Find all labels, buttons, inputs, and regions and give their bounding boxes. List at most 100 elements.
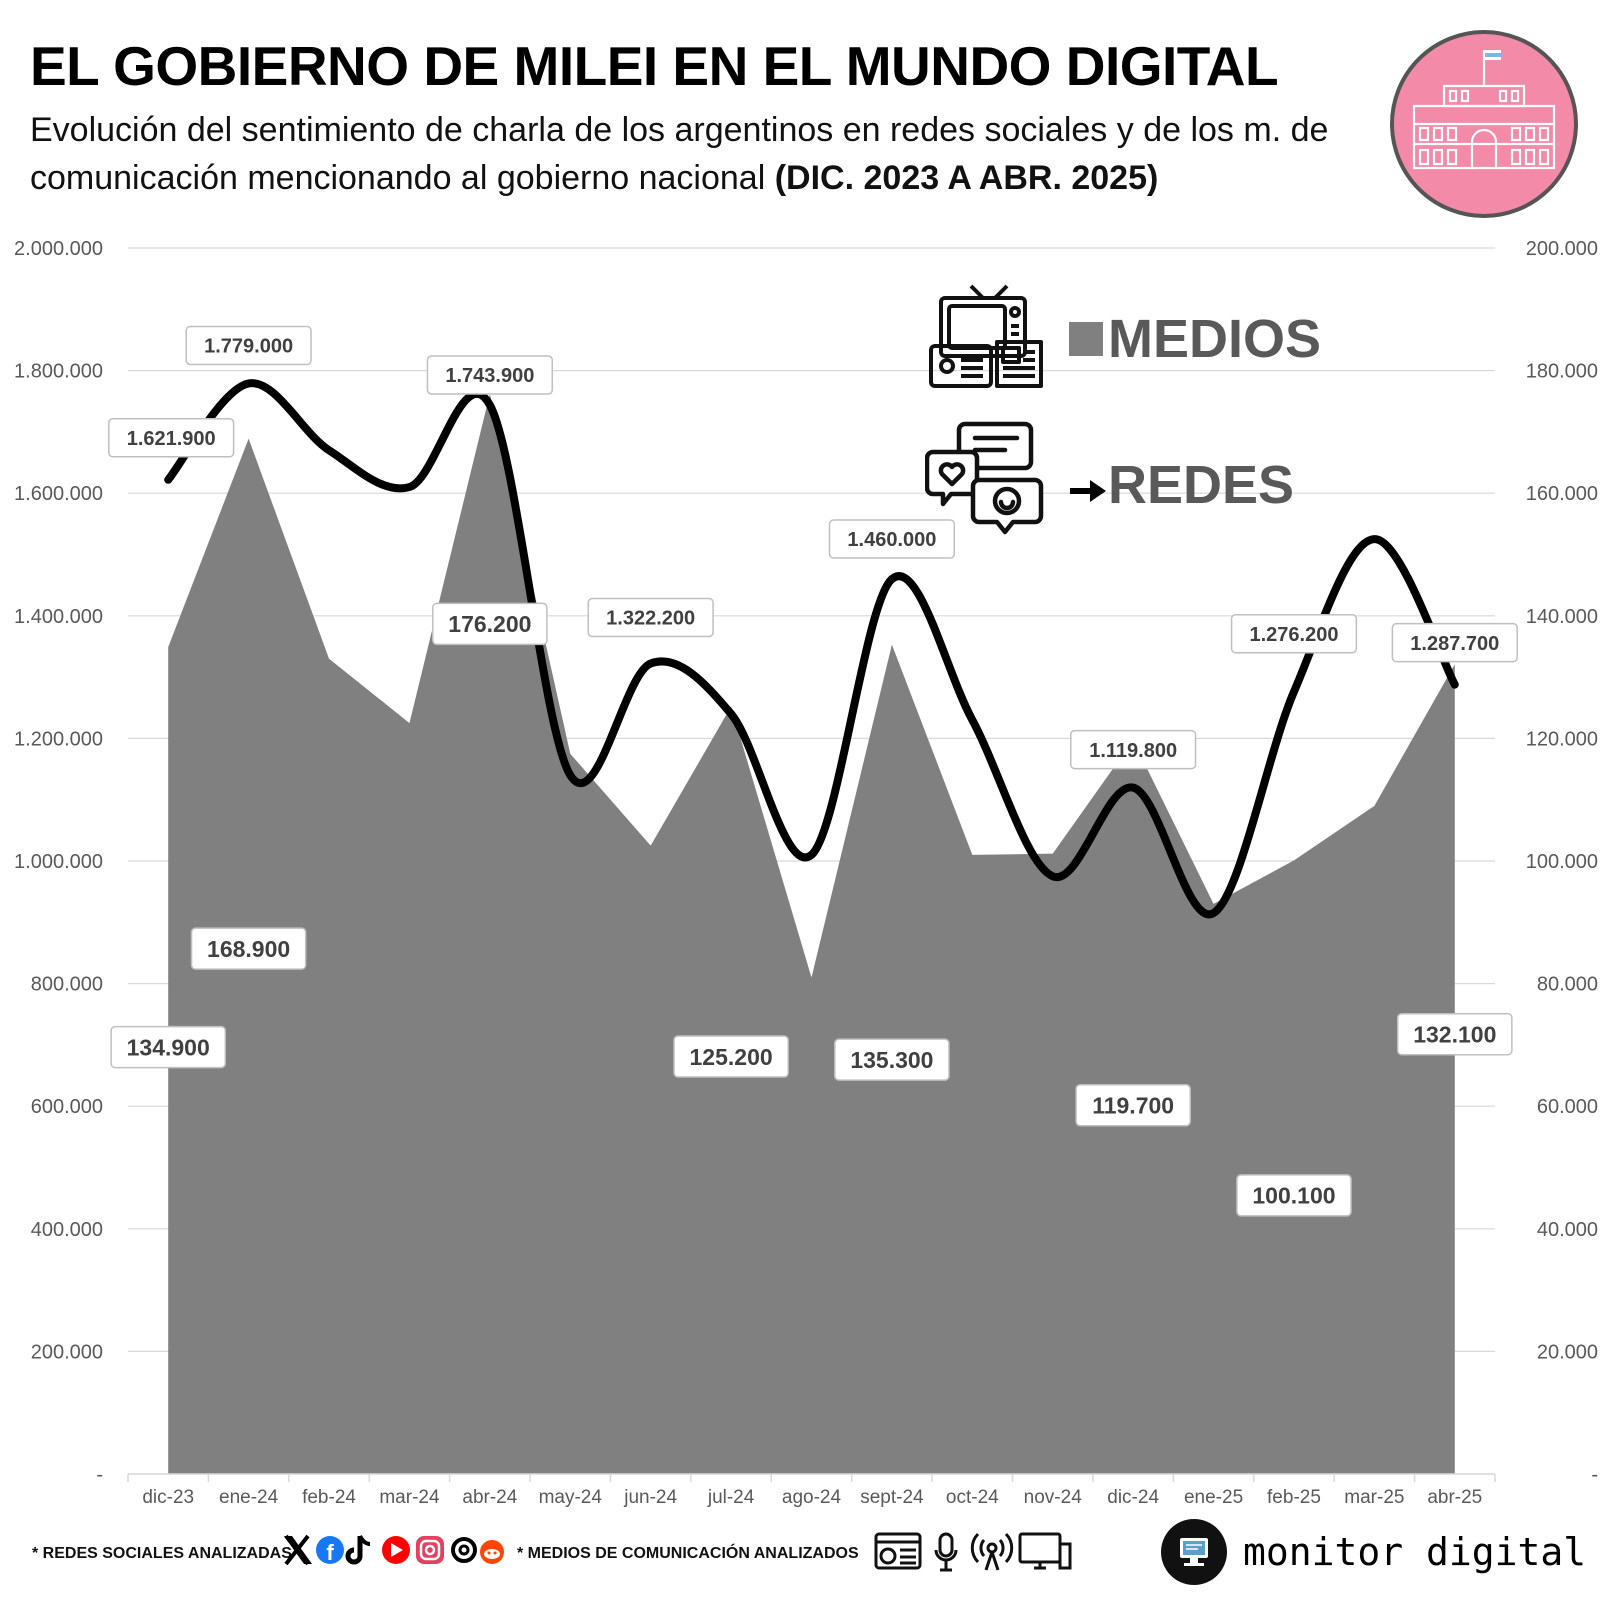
medios-data-label-text: 125.200 [690, 1044, 773, 1070]
medios-data-label-text: 176.200 [448, 611, 531, 637]
medios-data-label-text: 119.700 [1092, 1093, 1174, 1119]
medios-data-label-text: 168.900 [207, 936, 290, 962]
media-types-icons [874, 1532, 1072, 1572]
redes-data-label-text: 1.621.900 [127, 428, 216, 450]
redes-data-label: 1.119.800 [1069, 729, 1197, 770]
right-axis-tick-label: 40.000 [1537, 1219, 1598, 1241]
microphone-icon [934, 1532, 958, 1572]
medios-data-label-box [432, 602, 548, 646]
redes-data-label: 1.460.000 [828, 519, 956, 559]
chart-subtitle: Evolución del sentimiento de charla de l… [30, 106, 1340, 202]
redes-data-label-text: 1.287.700 [1410, 633, 1499, 655]
redes-data-label-text: 1.460.000 [847, 529, 936, 551]
redes-data-label-box [1230, 613, 1358, 654]
instagram-icon [416, 1536, 444, 1564]
subtitle-date-range: (DIC. 2023 A ABR. 2025) [774, 159, 1159, 197]
redes-data-label-text: 1.276.200 [1249, 624, 1338, 646]
web-news-icon [874, 1532, 922, 1570]
x-axis-tick-label: ene-24 [219, 1487, 279, 1508]
right-axis-tick-label: 60.000 [1537, 1096, 1598, 1118]
tv-monitor-icon [1018, 1532, 1072, 1570]
facebook-icon: f [316, 1536, 344, 1565]
redes-line [164, 379, 1459, 919]
redes-data-label-box [828, 519, 956, 559]
social-networks-icons: f [284, 1534, 504, 1566]
redes-legend-label: REDES [1108, 455, 1295, 515]
medios-data-label: 125.200 [673, 1035, 789, 1078]
left-axis-tick-label: 1.600.000 [14, 483, 103, 505]
left-axis-tick-label: - [96, 1464, 103, 1486]
reddit-icon [480, 1540, 504, 1564]
left-axis-tick-label: 1.800.000 [14, 361, 103, 383]
brand-name: monitor digital [1243, 1530, 1587, 1574]
redes-data-label: 1.322.200 [587, 597, 714, 638]
right-axis-tick-label: 140.000 [1526, 606, 1598, 628]
medios-data-label: 119.700 [1075, 1083, 1191, 1127]
redes-data-label-text: 1.743.900 [445, 365, 534, 387]
medios-data-label: 176.200 [432, 602, 548, 646]
x-axis-tick-label: abr-25 [1427, 1487, 1482, 1508]
medios-area [168, 393, 1455, 1474]
chart-title: EL GOBIERNO DE MILEI EN EL MUNDO DIGITAL [30, 35, 1279, 97]
monitor-digital-logo-icon [1161, 1519, 1227, 1585]
medios-data-label: 132.100 [1396, 1012, 1513, 1056]
right-axis-tick-label: 120.000 [1526, 728, 1598, 750]
right-axis-tick-label: 200.000 [1526, 238, 1598, 260]
x-axis-tick-label: feb-25 [1267, 1487, 1321, 1508]
redes-data-label-box [185, 325, 312, 366]
medios-data-label-box [110, 1025, 227, 1069]
redes-legend-line-marker [1070, 480, 1106, 502]
x-axis-tick-label: jul-24 [707, 1487, 755, 1508]
redes-data-label-box [1069, 729, 1197, 770]
redes-data-label: 1.621.900 [108, 418, 235, 458]
medios-data-label: 100.100 [1236, 1174, 1352, 1217]
medios-data-label-box [1075, 1083, 1191, 1127]
left-axis-tick-label: 1.400.000 [14, 606, 103, 628]
left-axis-tick-label: 400.000 [31, 1219, 103, 1241]
right-axis-tick-label: 20.000 [1537, 1341, 1598, 1363]
right-axis-tick-label: 160.000 [1526, 483, 1598, 505]
x-axis-tick-label: oct-24 [946, 1487, 999, 1508]
medios-data-label: 168.900 [190, 927, 307, 970]
redes-data-label-box [1391, 622, 1518, 663]
medios-analizados-note: * MEDIOS DE COMUNICACIÓN ANALIZADOS [517, 1545, 859, 1562]
redes-data-label-text: 1.322.200 [606, 608, 695, 630]
medios-data-label: 135.300 [834, 1038, 950, 1081]
casa-rosada-badge-icon [1390, 30, 1578, 218]
left-axis-tick-label: 600.000 [31, 1096, 103, 1118]
x-axis-tick-label: abr-24 [462, 1487, 517, 1508]
youtube-icon [382, 1536, 410, 1564]
x-axis-tick-label: mar-24 [379, 1487, 440, 1508]
redes-data-label: 1.743.900 [426, 355, 554, 395]
medios-data-label-text: 134.900 [127, 1034, 210, 1060]
redes-data-label: 1.276.200 [1230, 613, 1358, 654]
medios-legend-swatch [1069, 322, 1103, 356]
x-axis-tick-label: feb-24 [302, 1487, 356, 1508]
right-axis-tick-label: 100.000 [1526, 851, 1598, 873]
x-axis-tick-label: dic-23 [142, 1487, 194, 1508]
x-axis-tick-label: nov-24 [1024, 1487, 1083, 1508]
medios-data-label-box [1396, 1012, 1513, 1056]
medios-data-label-text: 135.300 [850, 1047, 933, 1073]
x-axis-tick-label: sept-24 [860, 1487, 924, 1508]
medios-data-label-text: 132.100 [1413, 1022, 1496, 1048]
x-axis-tick-label: mar-25 [1344, 1487, 1404, 1508]
medios-data-label-box [673, 1035, 789, 1078]
redes-data-label-text: 1.779.000 [204, 336, 293, 358]
chat-bubbles-icon [925, 421, 1044, 535]
left-axis-tick-label: 2.000.000 [14, 238, 103, 260]
x-axis-tick-label: may-24 [539, 1487, 603, 1508]
left-axis-tick-label: 1.200.000 [14, 728, 103, 750]
left-axis-tick-label: 1.000.000 [14, 851, 103, 873]
medios-data-label-text: 100.100 [1252, 1183, 1335, 1209]
redes-data-label: 1.779.000 [185, 325, 312, 366]
x-icon [284, 1534, 312, 1566]
svg-text:f: f [326, 1540, 334, 1565]
medios-data-label: 134.900 [110, 1025, 227, 1069]
redes-data-label: 1.287.700 [1391, 622, 1518, 663]
broadcast-icon [970, 1532, 1014, 1571]
right-axis-tick-label: - [1591, 1464, 1598, 1486]
redes-data-label-box [426, 355, 554, 395]
left-axis-tick-label: 800.000 [31, 974, 103, 996]
